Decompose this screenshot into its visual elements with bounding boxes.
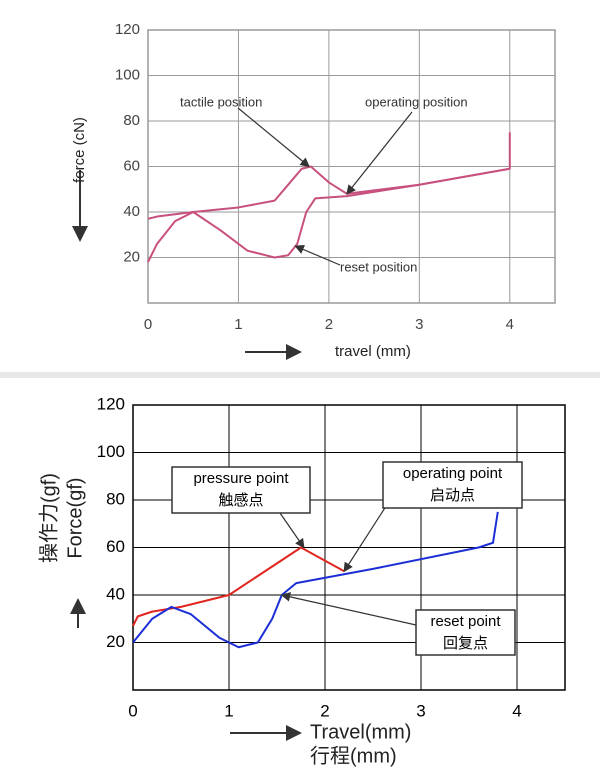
annotation-arrow — [237, 107, 310, 168]
y-tick-label: 60 — [123, 157, 140, 174]
x-tick-label: 4 — [512, 701, 521, 720]
annotation-arrow — [279, 512, 305, 549]
annotation-text: 启动点 — [430, 487, 475, 504]
annotation-arrow — [346, 111, 413, 195]
x-tick-label: 1 — [224, 701, 233, 720]
annotation-arrow — [343, 499, 391, 573]
separator — [0, 372, 600, 378]
annotation-arrow — [294, 244, 341, 266]
y-axis-label: Force(gf) — [64, 477, 86, 558]
annotation-box — [415, 609, 516, 656]
y-tick-label: 100 — [115, 66, 140, 83]
annotation-text: tactile position — [180, 94, 262, 109]
x-axis-label: travel (mm) — [335, 343, 411, 360]
line-series — [132, 511, 499, 649]
chart: 20 40 60 80 100 120 0 1 2 3 4 Travel(mm)行程(mm) 操作力(g… — [37, 394, 566, 767]
x-axis-label: 行程(mm) — [310, 744, 397, 767]
y-tick-label: 40 — [106, 584, 125, 603]
y-tick-label: 80 — [123, 112, 140, 129]
x-tick-label: 4 — [506, 316, 514, 333]
x-axis-label: Travel(mm) — [310, 721, 411, 743]
annotation-text: 触感点 — [218, 492, 263, 509]
annotation-text: reset position — [340, 259, 417, 274]
annotation-box — [171, 466, 311, 514]
annotation-text: reset point — [430, 613, 501, 630]
x-tick-label: 3 — [415, 316, 423, 333]
annotation-box — [382, 461, 523, 509]
y-tick-label: 40 — [123, 203, 140, 220]
chart: 20 40 60 80 100 120 0 1 2 3 4 travel (mm) force (cN)… — [71, 21, 556, 360]
annotation-text: 回复点 — [443, 634, 488, 652]
y-axis-label: force (cN) — [71, 117, 88, 183]
annotation-arrow — [280, 592, 417, 626]
x-tick-label: 0 — [144, 316, 152, 333]
y-tick-label: 120 — [97, 394, 125, 413]
x-tick-label: 0 — [128, 701, 137, 720]
annotation-text: operating point — [403, 465, 503, 482]
annotation-text: pressure point — [193, 470, 289, 487]
y-tick-label: 80 — [106, 489, 125, 508]
y-tick-label: 20 — [123, 248, 140, 265]
x-tick-label: 3 — [416, 701, 425, 720]
y-axis-label: 操作力(gf) — [37, 473, 60, 563]
y-tick-label: 60 — [106, 537, 125, 556]
line-series — [147, 167, 510, 263]
annotation-text: operating position — [365, 94, 468, 109]
y-tick-label: 100 — [97, 442, 125, 461]
y-tick-label: 20 — [106, 632, 125, 651]
x-tick-label: 2 — [320, 701, 329, 720]
x-tick-label: 2 — [325, 316, 333, 333]
y-tick-label: 120 — [115, 21, 140, 38]
x-tick-label: 1 — [234, 316, 242, 333]
